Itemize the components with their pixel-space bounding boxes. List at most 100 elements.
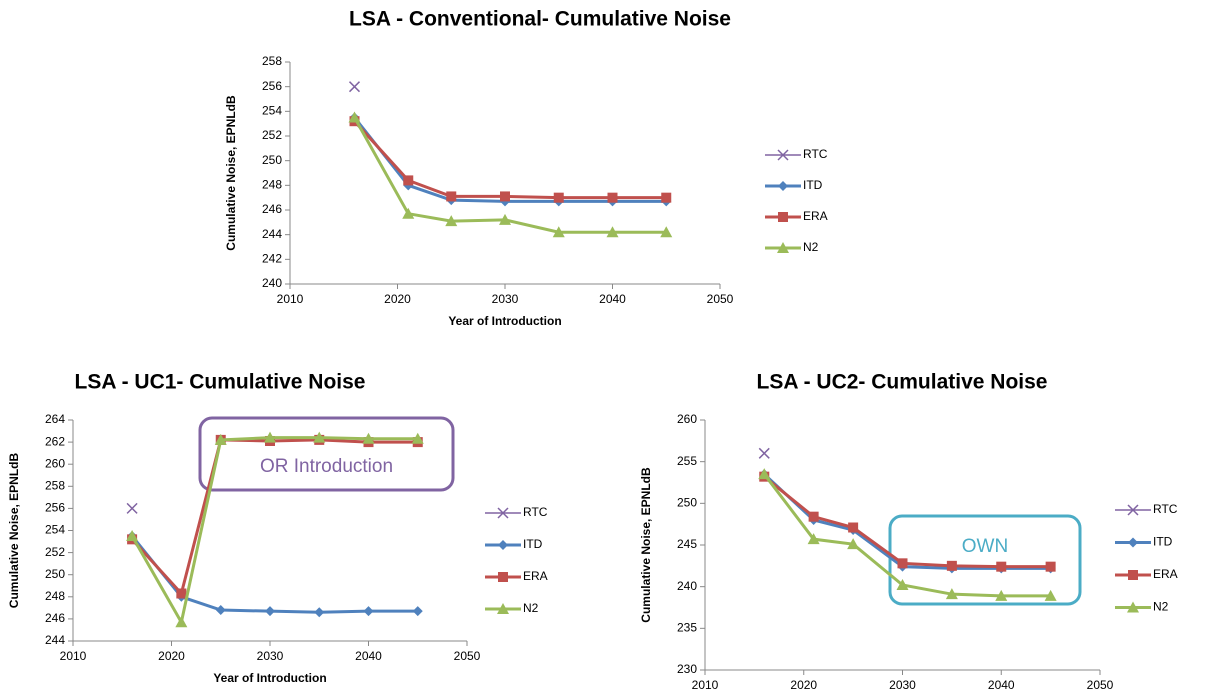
x-tick-label: 2010 xyxy=(60,649,87,663)
annotation-box xyxy=(198,416,455,492)
series-line xyxy=(353,120,667,200)
y-tick-label: 248 xyxy=(45,589,65,603)
y-tick-label: 230 xyxy=(677,662,697,676)
annotation-box xyxy=(888,514,1082,606)
legend-marker xyxy=(497,507,509,519)
data-point xyxy=(500,191,510,202)
x-tick-label: 2050 xyxy=(1087,678,1114,692)
data-point xyxy=(660,226,673,238)
series-line xyxy=(353,116,667,203)
y-tick-label: 240 xyxy=(262,276,282,290)
y-tick-label: 246 xyxy=(45,611,65,625)
x-tick-label: 2020 xyxy=(158,649,185,663)
series-line xyxy=(130,535,418,614)
legend-label: N2 xyxy=(803,240,819,254)
y-tick-label: 256 xyxy=(262,79,282,93)
data-point xyxy=(996,561,1007,572)
data-point xyxy=(661,192,672,203)
legend-marker xyxy=(777,242,789,253)
x-tick-label: 2030 xyxy=(889,678,916,692)
data-point xyxy=(1045,561,1056,572)
chart-title: LSA - UC2- Cumulative Noise xyxy=(757,371,1048,394)
data-point xyxy=(847,538,860,550)
data-point xyxy=(553,192,564,203)
annotation: OR Introduction xyxy=(260,456,393,477)
y-tick-label: 244 xyxy=(45,633,65,647)
data-point xyxy=(896,579,909,590)
data-point xyxy=(313,431,326,443)
legend-label: ITD xyxy=(523,537,543,551)
data-point xyxy=(807,533,820,545)
data-point xyxy=(363,606,374,617)
x-tick-label: 2030 xyxy=(257,649,284,663)
y-tick-label: 242 xyxy=(262,252,282,266)
data-point xyxy=(265,606,275,617)
y-tick-label: 250 xyxy=(677,496,697,510)
data-point xyxy=(606,226,619,238)
x-tick-label: 2020 xyxy=(790,678,817,692)
legend-label: ERA xyxy=(1153,567,1178,581)
x-tick-label: 2010 xyxy=(692,678,719,692)
data-point xyxy=(499,213,511,225)
y-tick-label: 254 xyxy=(45,523,65,537)
legend-label: ITD xyxy=(1153,535,1173,549)
y-tick-label: 245 xyxy=(677,537,697,551)
x-tick-label: 2010 xyxy=(277,292,304,306)
data-point xyxy=(445,215,458,227)
data-point xyxy=(995,589,1008,601)
x-tick-label: 2050 xyxy=(707,292,734,306)
data-point xyxy=(126,502,138,514)
legend-label: N2 xyxy=(523,601,539,615)
y-tick-label: 258 xyxy=(45,478,65,492)
legend-marker xyxy=(777,149,789,161)
data-point xyxy=(607,192,618,203)
data-point xyxy=(552,226,565,238)
y-tick-label: 248 xyxy=(262,178,282,192)
legend-marker xyxy=(498,572,508,582)
data-point xyxy=(176,588,187,599)
legend-marker xyxy=(498,540,508,550)
legend-marker xyxy=(1127,504,1139,516)
data-point xyxy=(1044,589,1057,601)
data-point xyxy=(175,616,188,628)
y-tick-label: 250 xyxy=(262,153,282,167)
data-point xyxy=(412,606,423,617)
series-line xyxy=(763,473,1051,598)
x-tick-label: 2020 xyxy=(384,292,411,306)
legend-marker xyxy=(778,212,788,222)
y-tick-label: 254 xyxy=(262,104,282,118)
data-point xyxy=(446,191,457,202)
data-point xyxy=(848,522,859,533)
x-axis-title: Year of Introduction xyxy=(213,671,326,685)
y-tick-label: 240 xyxy=(677,579,697,593)
y-tick-label: 256 xyxy=(45,501,65,515)
data-point xyxy=(402,207,415,219)
y-tick-label: 260 xyxy=(45,456,65,470)
y-axis-title: Cumulative Noise, EPNLdB xyxy=(224,95,238,251)
y-tick-label: 264 xyxy=(45,412,65,426)
legend-label: RTC xyxy=(1153,502,1178,516)
data-point xyxy=(808,511,819,522)
data-point xyxy=(945,588,958,600)
y-tick-label: 260 xyxy=(677,412,697,426)
data-point xyxy=(215,605,226,616)
data-point xyxy=(411,432,424,444)
data-point xyxy=(214,433,227,445)
legend-marker xyxy=(1128,537,1138,548)
x-tick-label: 2040 xyxy=(355,649,382,663)
data-point xyxy=(403,175,414,186)
data-point xyxy=(758,447,770,459)
legend-label: ERA xyxy=(523,569,548,583)
y-tick-label: 250 xyxy=(45,567,65,581)
data-point xyxy=(126,530,139,542)
x-axis-title: Year of Introduction xyxy=(448,314,561,328)
data-point xyxy=(758,468,771,480)
chart-title: LSA - UC1- Cumulative Noise xyxy=(75,371,366,394)
y-tick-label: 244 xyxy=(262,227,282,241)
x-tick-label: 2050 xyxy=(454,649,481,663)
x-tick-label: 2040 xyxy=(988,678,1015,692)
data-point xyxy=(897,558,908,569)
legend-label: RTC xyxy=(803,147,828,161)
data-point xyxy=(946,560,957,571)
